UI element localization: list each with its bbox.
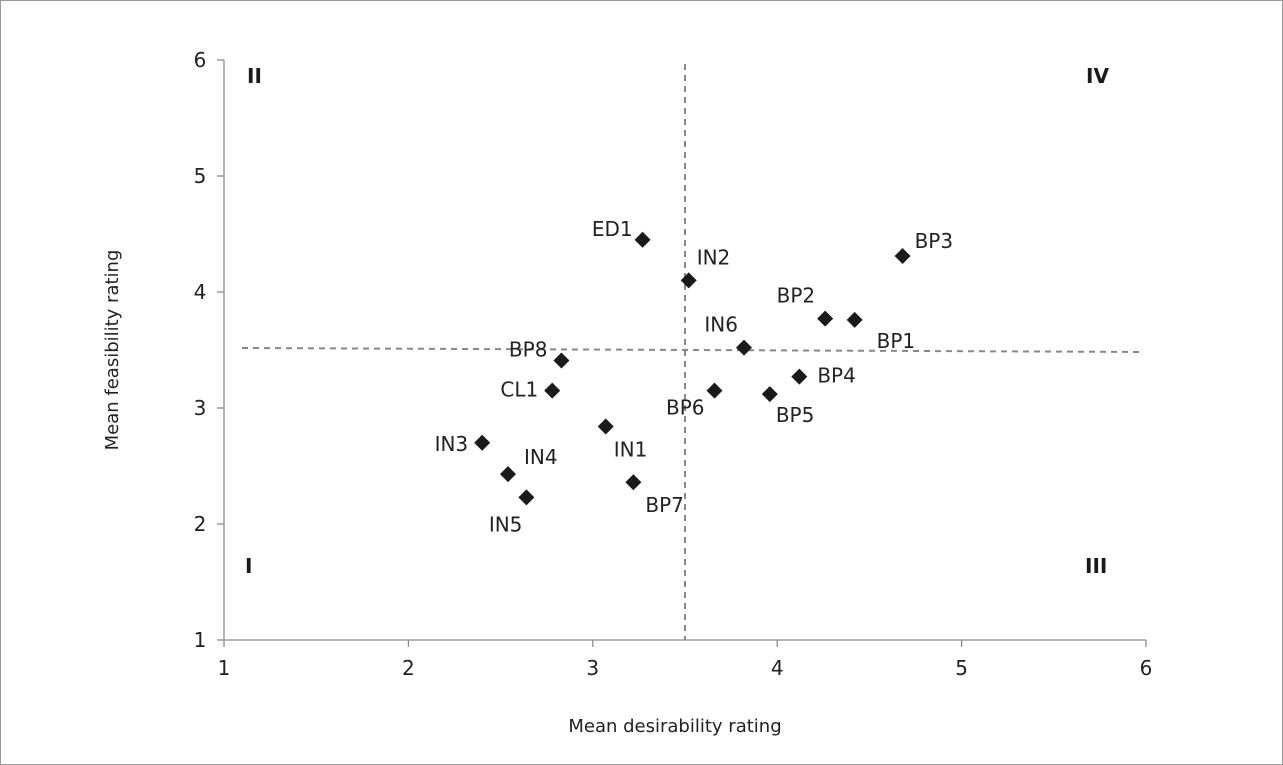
data-point-bp1 xyxy=(846,311,863,328)
x-tick-label: 4 xyxy=(771,656,784,680)
data-point-in1 xyxy=(597,418,614,435)
point-label-in6: IN6 xyxy=(704,313,738,337)
data-point-in5 xyxy=(518,489,535,506)
data-point-bp2 xyxy=(817,310,834,327)
quadrant-labels: II IV I III xyxy=(245,64,1109,578)
point-label-bp2: BP2 xyxy=(777,284,816,308)
y-tick-label: 6 xyxy=(194,48,207,72)
data-point-in3 xyxy=(474,434,491,451)
data-point-bp4 xyxy=(791,368,808,385)
x-tick-label: 2 xyxy=(402,656,415,680)
y-tick-label: 2 xyxy=(194,512,207,536)
point-label-in3: IN3 xyxy=(435,432,469,456)
y-tick-label: 1 xyxy=(194,628,207,652)
point-label-in2: IN2 xyxy=(697,245,731,269)
y-tick-label: 3 xyxy=(194,396,207,420)
reference-lines xyxy=(241,64,1145,640)
quadrant-label-top-left: II xyxy=(247,64,262,88)
quadrant-label-top-right: IV xyxy=(1086,64,1109,88)
data-point-bp6 xyxy=(706,382,723,399)
quadrant-label-bottom-right: III xyxy=(1085,554,1107,578)
data-point-bp7 xyxy=(625,474,642,491)
point-label-bp1: BP1 xyxy=(877,329,916,353)
data-point-bp5 xyxy=(761,386,778,403)
point-label-bp8: BP8 xyxy=(509,337,548,361)
data-points xyxy=(474,231,911,506)
data-point-ed1 xyxy=(634,231,651,248)
point-label-in4: IN4 xyxy=(524,445,558,469)
data-point-in4 xyxy=(499,466,516,483)
data-point-in2 xyxy=(680,272,697,289)
point-label-bp3: BP3 xyxy=(915,229,954,253)
point-label-bp6: BP6 xyxy=(666,396,705,420)
data-point-in6 xyxy=(736,339,753,356)
x-tick-label: 3 xyxy=(586,656,599,680)
x-axis-title: Mean desirability rating xyxy=(568,716,781,737)
point-label-bp7: BP7 xyxy=(645,493,684,517)
data-point-bp8 xyxy=(553,352,570,369)
quadrant-label-bottom-left: I xyxy=(245,554,252,578)
point-label-bp4: BP4 xyxy=(817,364,856,388)
point-label-ed1: ED1 xyxy=(592,217,633,241)
x-tick-label: 5 xyxy=(955,656,968,680)
point-label-bp5: BP5 xyxy=(776,403,815,427)
horizontal-reference-line xyxy=(241,347,1145,353)
x-tick-label: 1 xyxy=(218,656,231,680)
y-axis-title: Mean feasibility rating xyxy=(102,250,123,451)
y-tick-label: 5 xyxy=(194,164,207,188)
axes xyxy=(223,60,1146,641)
x-axis-ticks: 1 2 3 4 5 6 xyxy=(218,640,1153,680)
data-point-bp3 xyxy=(894,248,911,265)
y-tick-label: 4 xyxy=(194,280,207,304)
point-labels: ED1 IN2 BP3 BP2 BP1 IN6 BP8 CL1 BP4 BP6 BP5 IN1 IN3 I… xyxy=(435,217,954,537)
point-label-cl1: CL1 xyxy=(500,378,538,402)
x-tick-label: 6 xyxy=(1140,656,1153,680)
point-label-in1: IN1 xyxy=(614,438,648,462)
y-axis-ticks: 1 2 3 4 5 6 xyxy=(194,48,224,652)
data-point-cl1 xyxy=(544,382,561,399)
point-label-in5: IN5 xyxy=(489,512,523,536)
